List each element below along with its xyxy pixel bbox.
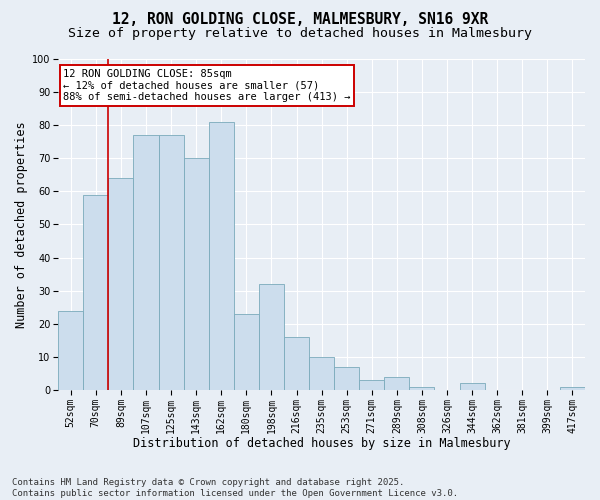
Bar xyxy=(284,337,309,390)
Text: Contains HM Land Registry data © Crown copyright and database right 2025.
Contai: Contains HM Land Registry data © Crown c… xyxy=(12,478,458,498)
X-axis label: Distribution of detached houses by size in Malmesbury: Distribution of detached houses by size … xyxy=(133,437,511,450)
Text: Size of property relative to detached houses in Malmesbury: Size of property relative to detached ho… xyxy=(68,28,532,40)
Text: 12 RON GOLDING CLOSE: 85sqm
← 12% of detached houses are smaller (57)
88% of sem: 12 RON GOLDING CLOSE: 85sqm ← 12% of det… xyxy=(63,69,350,102)
Bar xyxy=(234,314,259,390)
Text: 12, RON GOLDING CLOSE, MALMESBURY, SN16 9XR: 12, RON GOLDING CLOSE, MALMESBURY, SN16 … xyxy=(112,12,488,28)
Bar xyxy=(83,194,109,390)
Bar xyxy=(309,357,334,390)
Y-axis label: Number of detached properties: Number of detached properties xyxy=(15,121,28,328)
Bar xyxy=(385,376,409,390)
Bar xyxy=(560,386,585,390)
Bar xyxy=(58,310,83,390)
Bar xyxy=(209,122,234,390)
Bar xyxy=(184,158,209,390)
Bar xyxy=(334,367,359,390)
Bar xyxy=(460,384,485,390)
Bar xyxy=(259,284,284,390)
Bar xyxy=(409,386,434,390)
Bar xyxy=(133,135,158,390)
Bar xyxy=(158,135,184,390)
Bar xyxy=(359,380,385,390)
Bar xyxy=(109,178,133,390)
